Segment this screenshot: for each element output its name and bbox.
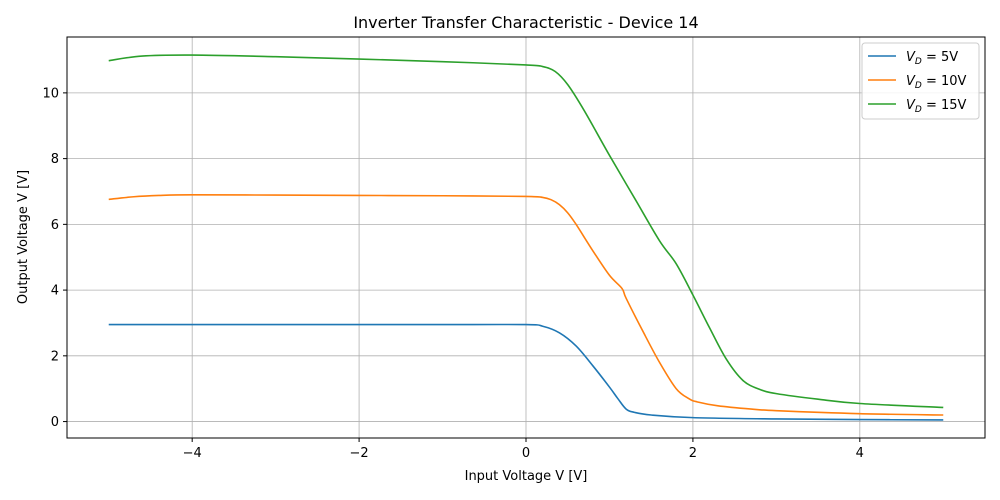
y-tick-label: 10	[42, 86, 59, 101]
legend-label-3: VD = 15V	[906, 98, 967, 115]
y-axis-label: Output Voltage V [V]	[16, 170, 31, 304]
y-tick-label: 2	[51, 349, 59, 364]
y-axis-ticks: 0 2 4 6 8 10	[42, 86, 67, 430]
grid	[67, 37, 985, 438]
x-tick-label: −4	[183, 446, 202, 461]
legend-label-1: VD = 5V	[906, 50, 958, 67]
x-tick-label: −2	[350, 446, 369, 461]
x-axis-label: Input Voltage V [V]	[465, 469, 588, 484]
x-axis-ticks: −4 −2 0 2 4	[183, 438, 864, 461]
y-tick-label: 8	[51, 152, 59, 167]
y-tick-label: 4	[51, 284, 59, 299]
x-tick-label: 4	[856, 446, 864, 461]
series-line-2	[108, 193, 944, 416]
chart-title: Inverter Transfer Characteristic - Devic…	[353, 13, 698, 32]
x-tick-label: 0	[522, 446, 530, 461]
legend: VD = 5V VD = 10V VD = 15V	[861, 42, 980, 120]
legend-label-2: VD = 10V	[906, 74, 967, 91]
y-tick-label: 0	[51, 415, 59, 430]
x-tick-label: 2	[689, 446, 697, 461]
series-line-3	[108, 54, 944, 409]
series-lines	[108, 54, 944, 421]
series-line-1	[108, 323, 944, 421]
legend-box	[861, 42, 980, 120]
y-tick-label: 6	[51, 218, 59, 233]
